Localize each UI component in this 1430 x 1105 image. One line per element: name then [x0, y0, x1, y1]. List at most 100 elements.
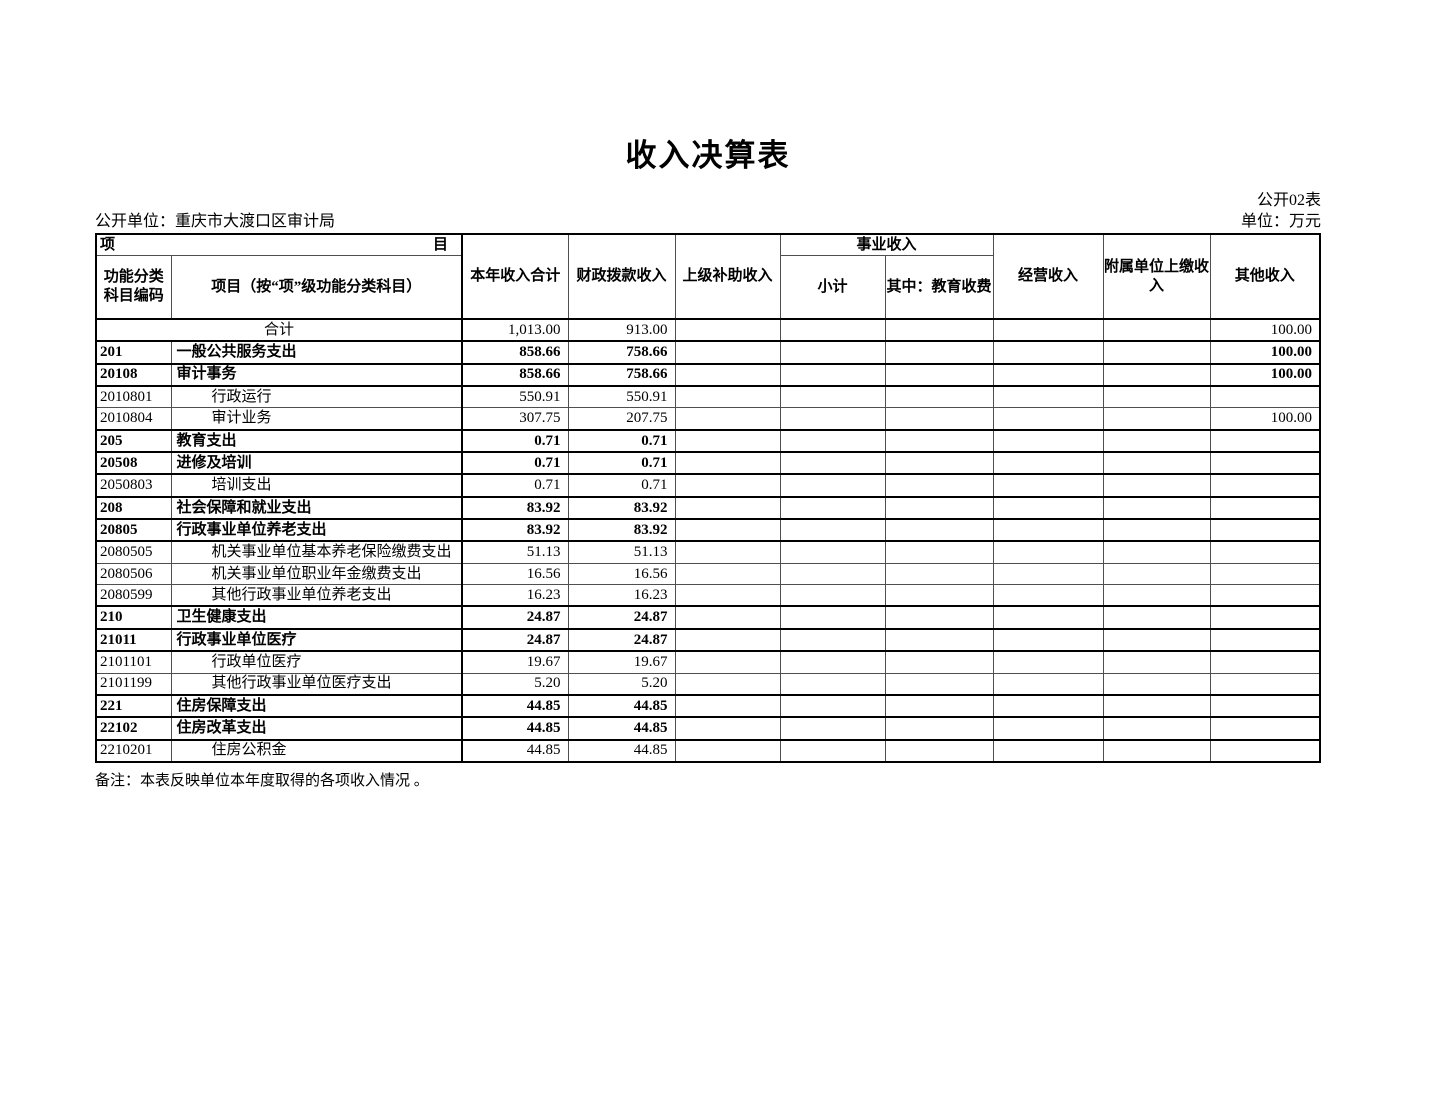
row-code: 2101101 — [95, 650, 172, 674]
row-value — [884, 473, 994, 498]
row-value — [1102, 584, 1211, 607]
table-row: 22102 住房改革支出 44.85 44.85 — [95, 716, 1321, 741]
row-value — [779, 562, 886, 586]
row-value — [1209, 495, 1321, 521]
row-value — [884, 627, 994, 653]
row-value — [992, 495, 1104, 521]
row-value — [1209, 385, 1321, 409]
table-row: 21011 行政事业单位医疗 24.87 24.87 — [95, 627, 1321, 653]
table-row: 2050803 培训支出 0.71 0.71 — [95, 473, 1321, 498]
row-name: 一般公共服务支出 — [170, 340, 463, 365]
row-name: 行政运行 — [170, 385, 463, 409]
row-value: 83.92 — [567, 518, 676, 543]
table-row: 221 住房保障支出 44.85 44.85 — [95, 693, 1321, 719]
row-value — [1102, 407, 1211, 431]
row-value: 19.67 — [461, 650, 569, 674]
table-row: 2010801 行政运行 550.91 550.91 — [95, 385, 1321, 409]
row-value — [779, 407, 886, 431]
row-value — [992, 407, 1104, 431]
page-title: 收入决算表 — [625, 138, 791, 173]
row-name: 审计事务 — [170, 362, 463, 388]
row-value: 0.71 — [567, 451, 676, 476]
row-value: 858.66 — [461, 362, 569, 388]
row-value — [674, 693, 781, 719]
row-value — [1209, 473, 1321, 498]
row-code: 205 — [95, 428, 172, 454]
publisher-label: 公开单位：重庆市大渡口区审计局 — [95, 213, 336, 230]
row-value — [992, 340, 1104, 365]
row-value: 100.00 — [1209, 317, 1321, 343]
row-code: 21011 — [95, 627, 172, 653]
row-value — [674, 584, 781, 607]
row-value — [1209, 739, 1321, 763]
row-value — [674, 473, 781, 498]
row-value: 24.87 — [461, 627, 569, 653]
table-row: 2101199 其他行政事业单位医疗支出 5.20 5.20 — [95, 672, 1321, 696]
row-value: 16.23 — [567, 584, 676, 607]
row-code: 2210201 — [95, 739, 172, 763]
row-value — [674, 385, 781, 409]
row-value — [779, 473, 886, 498]
header-superior: 上级补助收入 — [674, 233, 781, 320]
row-value — [1102, 451, 1211, 476]
header-item-sub: 项目（按“项”级功能分类科目） — [170, 255, 463, 320]
row-code: 20805 — [95, 518, 172, 543]
row-value — [884, 584, 994, 607]
header-item-group: 项 目 — [95, 233, 463, 256]
meta-row: 公开单位：重庆市大渡口区审计局 单位：万元 — [95, 212, 1321, 231]
row-value: 51.13 — [567, 540, 676, 564]
row-name: 教育支出 — [170, 428, 463, 454]
row-value: 758.66 — [567, 362, 676, 388]
row-value: 24.87 — [567, 605, 676, 630]
row-value — [992, 650, 1104, 674]
row-value: 1,013.00 — [461, 317, 569, 343]
table-row: 20108 审计事务 858.66 758.66 100.00 — [95, 362, 1321, 388]
header-affiliated: 附属单位上缴收入 — [1102, 233, 1211, 320]
row-name: 其他行政事业单位养老支出 — [170, 584, 463, 607]
row-value: 44.85 — [567, 693, 676, 719]
header-business-group: 事业收入 — [779, 233, 994, 256]
row-value — [1102, 672, 1211, 696]
row-value: 44.85 — [461, 739, 569, 763]
row-value — [1102, 385, 1211, 409]
row-name: 其他行政事业单位医疗支出 — [170, 672, 463, 696]
row-value: 207.75 — [567, 407, 676, 431]
row-value: 0.71 — [567, 428, 676, 454]
row-value — [1209, 428, 1321, 454]
row-value — [1102, 518, 1211, 543]
row-value — [674, 317, 781, 343]
table-row: 20805 行政事业单位养老支出 83.92 83.92 — [95, 518, 1321, 543]
row-value — [992, 518, 1104, 543]
row-value — [779, 672, 886, 696]
table-header: 项 目 本年收入合计 财政拨款收入 上级补助收入 事业收入 经营收入 附属单位上… — [95, 233, 1321, 320]
row-value: 83.92 — [461, 518, 569, 543]
row-value — [779, 540, 886, 564]
table-row: 205 教育支出 0.71 0.71 — [95, 428, 1321, 454]
row-value — [1209, 584, 1321, 607]
row-value — [674, 495, 781, 521]
row-value — [1102, 739, 1211, 763]
row-value: 24.87 — [567, 627, 676, 653]
row-value: 83.92 — [461, 495, 569, 521]
row-value — [779, 716, 886, 741]
row-value — [1102, 495, 1211, 521]
row-value — [779, 451, 886, 476]
row-value — [884, 739, 994, 763]
row-value — [992, 584, 1104, 607]
row-name: 合计 — [95, 317, 463, 343]
row-value — [674, 428, 781, 454]
header-row-1: 项 目 本年收入合计 财政拨款收入 上级补助收入 事业收入 经营收入 附属单位上… — [95, 233, 1321, 320]
row-value — [674, 518, 781, 543]
row-value — [1209, 716, 1321, 741]
row-name: 住房保障支出 — [170, 693, 463, 719]
row-value — [779, 385, 886, 409]
row-value: 307.75 — [461, 407, 569, 431]
row-value — [884, 605, 994, 630]
row-value — [779, 739, 886, 763]
table-body: 合计 1,013.00 913.00 100.00 201 一般公共服务支出 858.66 7… — [95, 317, 1321, 763]
row-value: 44.85 — [461, 693, 569, 719]
row-code: 201 — [95, 340, 172, 365]
row-value: 51.13 — [461, 540, 569, 564]
row-value — [1102, 693, 1211, 719]
row-value: 44.85 — [567, 739, 676, 763]
